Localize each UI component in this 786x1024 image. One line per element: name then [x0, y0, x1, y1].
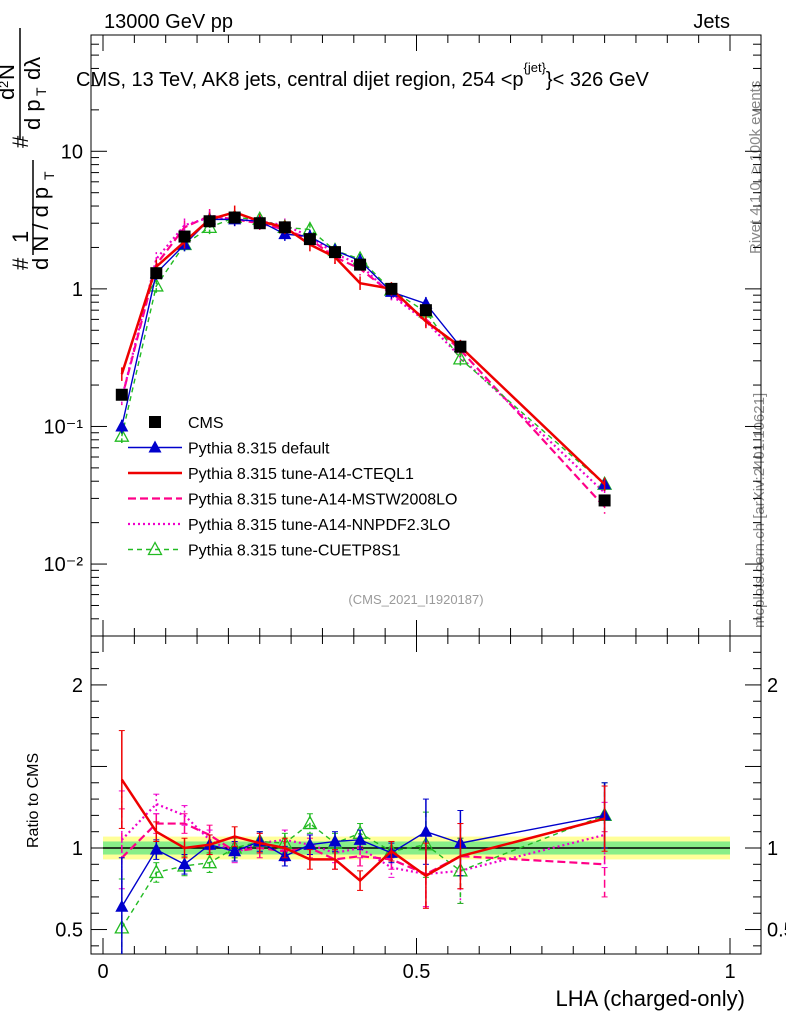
- legend-label: Pythia 8.315 tune-A14-NNPDF2.3LO: [188, 517, 450, 534]
- legend-swatch-cms: [149, 416, 161, 428]
- main-axis-ticks: 10⁻² 10⁻¹ 1 10: [44, 34, 761, 637]
- y-tick-label: 10: [61, 141, 83, 163]
- ratio-series-a14_cteql1: [118, 730, 608, 909]
- ratio-point: [178, 857, 192, 870]
- data-point-cms: [228, 211, 241, 224]
- legend-item-a14_mstw: Pythia 8.315 tune-A14-MSTW2008LO: [128, 492, 457, 509]
- legend-swatch-marker: [148, 440, 162, 453]
- data-point-cms: [253, 217, 266, 230]
- y-tick-label: 10⁻²: [44, 554, 84, 576]
- svg-text:#: #: [8, 257, 33, 270]
- ratio-series-default: [115, 782, 612, 954]
- ratio-point: [228, 844, 242, 857]
- data-point: [452, 350, 468, 365]
- ratio-y-tick-label: 0.5: [55, 920, 83, 942]
- ratio-series-group: [114, 730, 613, 954]
- legend-label: Pythia 8.315 tune-A14-CTEQL1: [188, 466, 414, 483]
- legend-label: CMS: [188, 415, 224, 432]
- legend-item-a14_nnpdf: Pythia 8.315 tune-A14-NNPDF2.3LO: [128, 517, 450, 534]
- svg-text:dλ: dλ: [20, 57, 45, 80]
- ratio-y-tick-label: 1: [72, 838, 83, 860]
- legend-label: Pythia 8.315 tune-CUETP8S1: [188, 543, 401, 560]
- data-point-cms: [178, 230, 191, 243]
- data-point-cms: [598, 494, 611, 507]
- legend-label: Pythia 8.315 default: [188, 441, 330, 458]
- legend: CMS Pythia 8.315 default Pythia 8.315 tune…: [128, 415, 457, 560]
- legend-item-cuetp8s1: Pythia 8.315 tune-CUETP8S1: [128, 541, 401, 560]
- svg-text:#: #: [8, 135, 33, 148]
- main-title: CMS, 13 TeV, AK8 jets, central dijet reg…: [76, 60, 649, 91]
- ratio-y-tick-label-right: 2: [767, 675, 778, 697]
- series-cms: [115, 211, 611, 507]
- svg-text:N: N: [0, 64, 19, 80]
- y-tick-label: 10⁻¹: [44, 416, 84, 438]
- ratio-point: [353, 832, 367, 845]
- data-point-cms: [303, 233, 316, 246]
- ratio-series-cuetp8s1: [114, 782, 613, 954]
- ratio-uncertainty-band: [103, 836, 730, 860]
- ratio-point: [302, 815, 318, 830]
- data-point-cms: [419, 304, 432, 317]
- x-tick-label: 0: [97, 961, 108, 983]
- analysis-watermark: (CMS_2021_I1920187): [348, 592, 483, 607]
- series-line-a14_nnpdf: [120, 216, 606, 494]
- legend-label: Pythia 8.315 tune-A14-MSTW2008LO: [188, 492, 457, 509]
- ratio-panel-frame: [90, 635, 762, 955]
- ratio-point: [328, 834, 342, 847]
- data-point-cms: [115, 388, 128, 401]
- svg-text:d N / d p: d N / d p: [28, 187, 53, 270]
- data-point-cms: [278, 221, 291, 234]
- ratio-y-axis-label: Ratio to CMS: [25, 753, 42, 848]
- ratio-line-a14_cteql1: [120, 778, 605, 883]
- data-point: [115, 419, 129, 432]
- data-point-cms: [328, 246, 341, 259]
- x-axis-label: LHA (charged-only): [555, 986, 745, 1011]
- ratio-point: [419, 824, 433, 837]
- svg-text:d: d: [0, 88, 19, 100]
- data-point: [114, 427, 130, 442]
- ratio-y-tick-label-right: 0.5: [767, 920, 786, 942]
- main-series-group: [114, 205, 613, 514]
- header-energy-label: 13000 GeV pp: [104, 11, 233, 33]
- ratio-line-default: [121, 814, 605, 908]
- ratio-point: [148, 864, 164, 879]
- ratio-y-tick-label-right: 1: [767, 838, 778, 860]
- legend-item-default: Pythia 8.315 default: [128, 440, 330, 458]
- rivet-version-label: Rivet 4.1.0, ≥ 100k events: [747, 81, 764, 254]
- ratio-point: [149, 842, 163, 855]
- svg-text:1: 1: [8, 231, 33, 243]
- header-jets-label: Jets: [693, 11, 730, 33]
- data-point-cms: [150, 267, 163, 280]
- x-tick-label: 1: [724, 961, 735, 983]
- ratio-point: [115, 899, 129, 912]
- mcplots-reference-label: mcplots.cern.ch [arXiv:2401.10621]: [751, 393, 768, 628]
- svg-text:T: T: [33, 87, 49, 96]
- data-point-cms: [354, 258, 367, 271]
- svg-text:2: 2: [0, 81, 11, 88]
- ratio-point: [303, 837, 317, 850]
- data-point-cms: [203, 215, 216, 228]
- ratio-line-a14_nnpdf: [121, 802, 605, 876]
- main-y-axis-label: # 1 d N / d p T # d 2 N d p T dλ: [0, 28, 57, 270]
- svg-text:T: T: [41, 171, 57, 180]
- ratio-axis-ticks: 0.5 0.5 1 1 2 2 0 0.5 1: [55, 636, 786, 983]
- legend-item-a14_cteql1: Pythia 8.315 tune-A14-CTEQL1: [128, 466, 414, 483]
- svg-text:d p: d p: [20, 99, 45, 130]
- legend-item-cms: CMS: [149, 415, 224, 432]
- ratio-y-tick-label: 2: [72, 675, 83, 697]
- x-tick-label: 0.5: [403, 961, 431, 983]
- legend-swatch-marker: [147, 541, 163, 556]
- data-point-cms: [385, 282, 398, 295]
- data-point-cms: [454, 340, 467, 353]
- y-tick-label: 1: [72, 279, 83, 301]
- main-title-text: CMS, 13 TeV, AK8 jets, central dijet reg…: [76, 60, 649, 91]
- ratio-point: [201, 854, 218, 869]
- ratio-line-cuetp8s1: [121, 814, 605, 929]
